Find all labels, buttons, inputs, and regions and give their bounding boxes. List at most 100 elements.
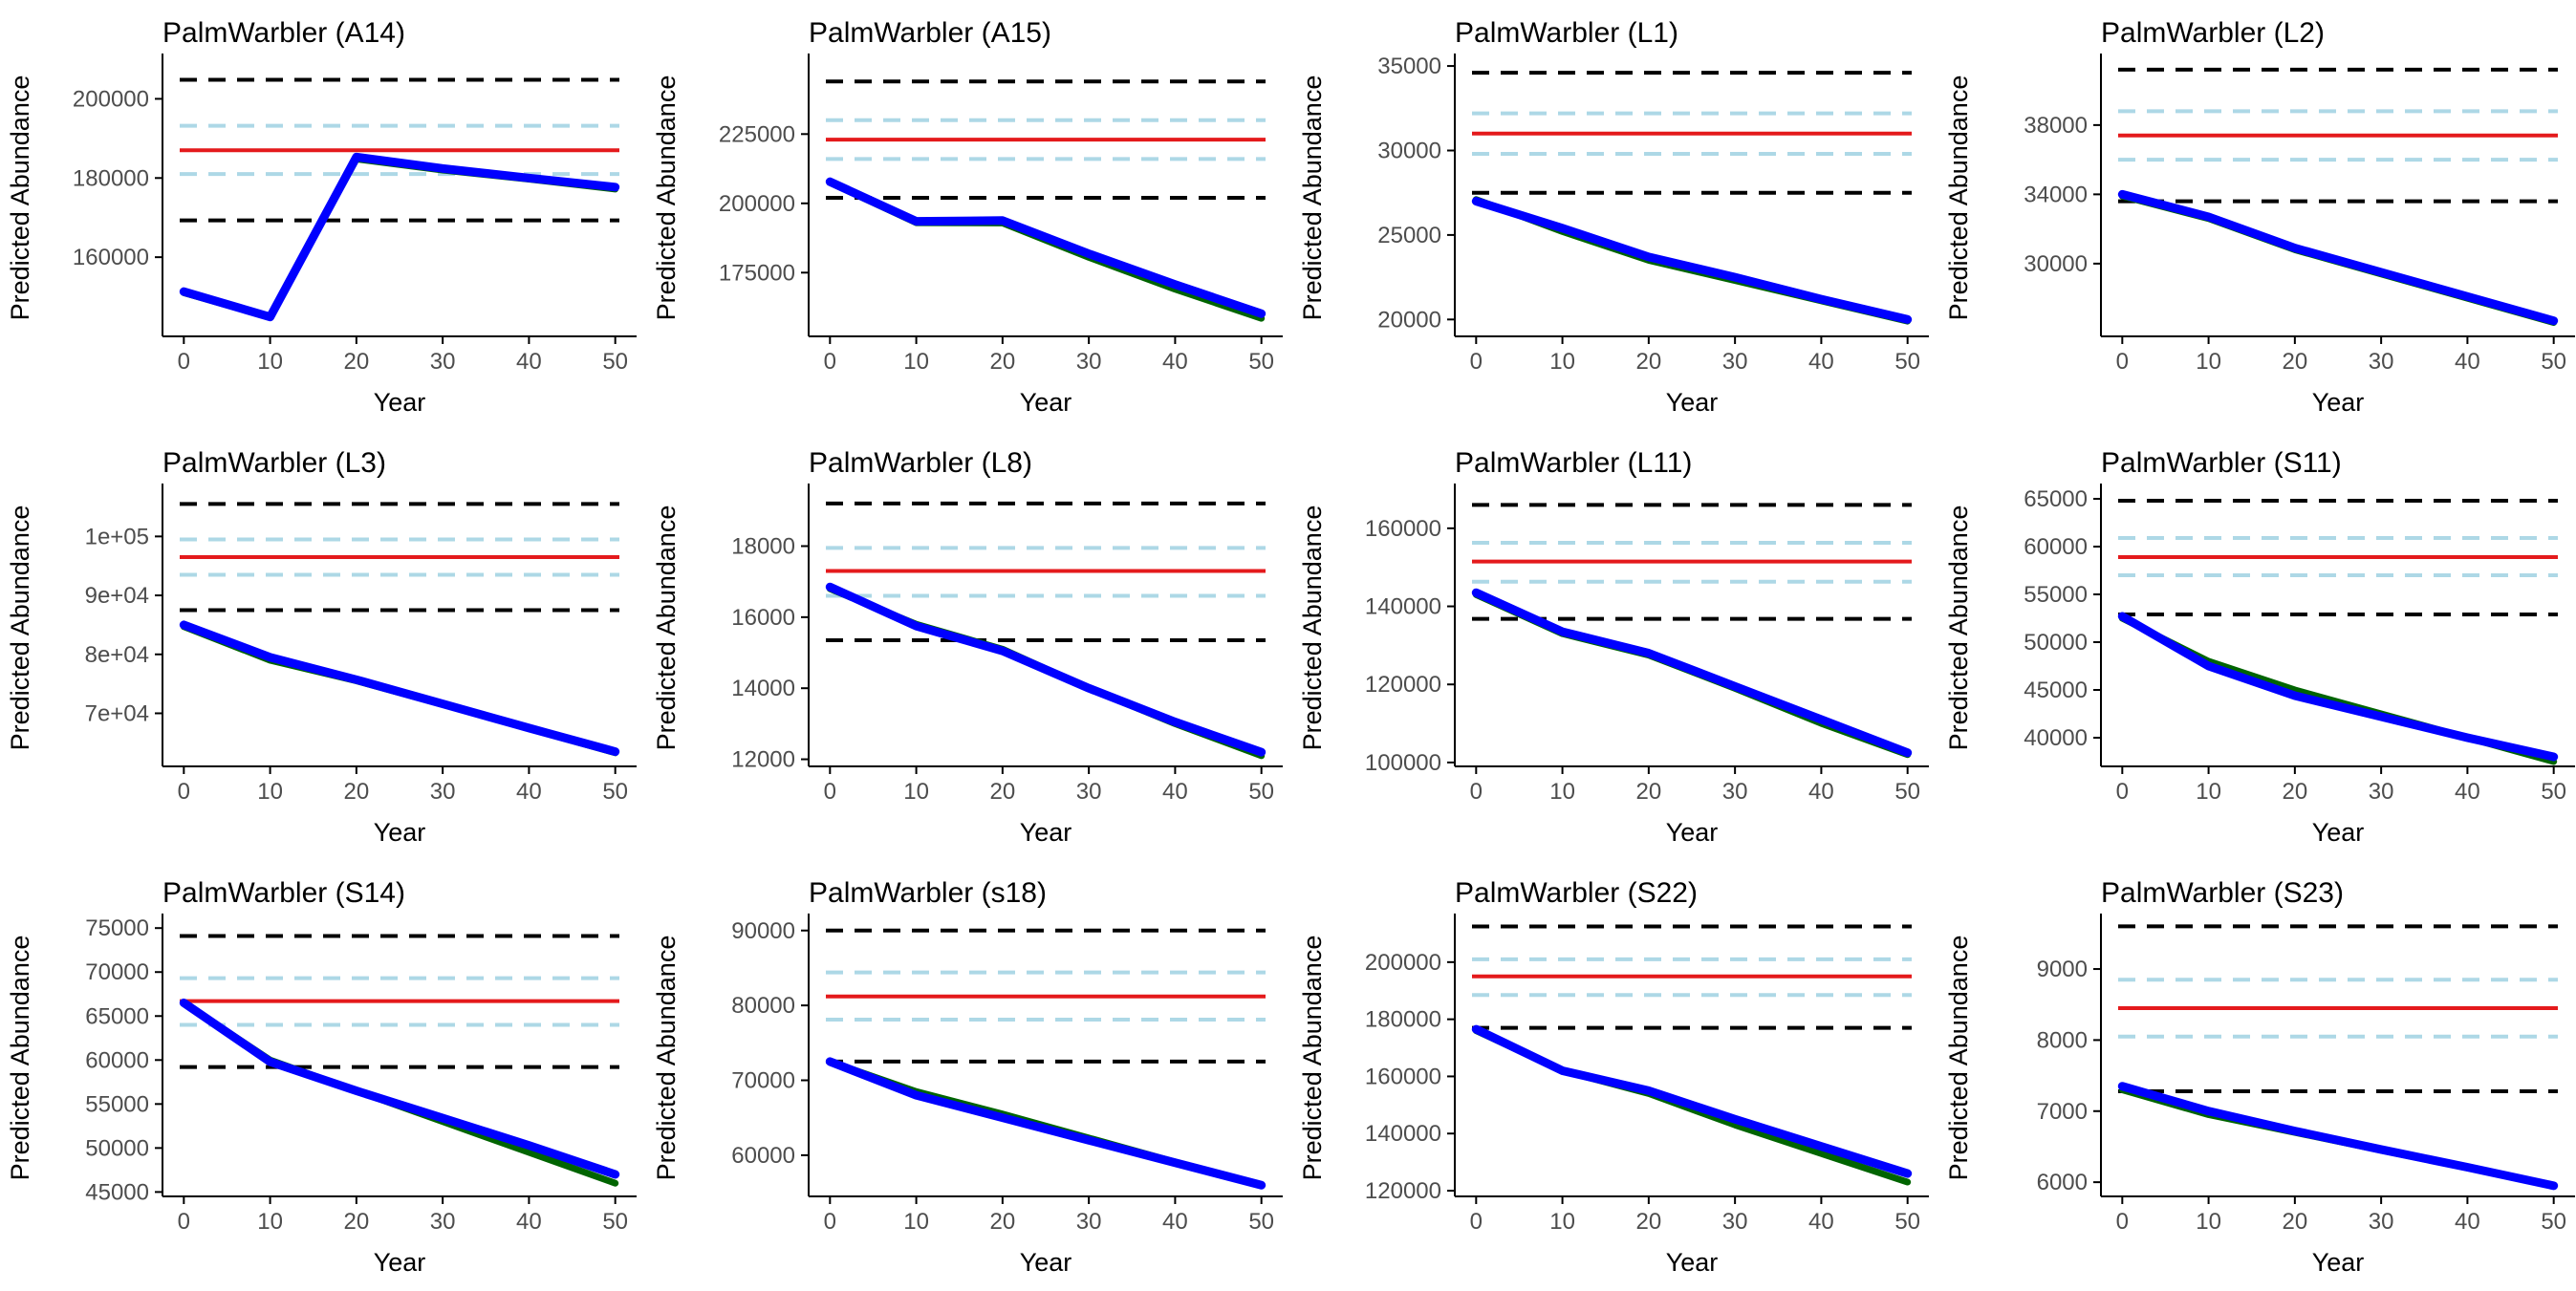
x-tick-label: 30 [430, 779, 456, 805]
y-tick-label: 25000 [1377, 223, 1441, 248]
x-tick-label: 40 [1162, 779, 1188, 805]
x-tick-label: 10 [903, 1209, 929, 1235]
x-tick-label: 20 [1636, 779, 1662, 805]
panel-1: PalmWarbler (A14) 0 10 20 30 40 50 160000 180000… [6, 17, 637, 417]
y-axis-label: Predicted Abundance [1298, 936, 1327, 1181]
y-tick-label: 160000 [1365, 516, 1441, 542]
panel-10: PalmWarbler (s18) 0 10 20 30 40 50 60000 70000 80… [652, 877, 1283, 1277]
y-tick-label: 225000 [719, 121, 795, 147]
x-axis-label: Year [1020, 388, 1072, 417]
y-tick-label: 7000 [2037, 1099, 2088, 1125]
x-tick-label: 40 [2455, 779, 2480, 805]
x-tick-label: 30 [430, 349, 456, 375]
y-tick-label: 160000 [73, 245, 149, 270]
x-tick-label: 10 [2196, 1209, 2221, 1235]
series-blue-line [1471, 1024, 1913, 1178]
x-tick-label: 0 [1470, 779, 1483, 805]
x-tick-label: 40 [1808, 349, 1834, 375]
x-tick-label: 0 [2116, 779, 2129, 805]
y-tick-label: 34000 [2024, 182, 2088, 207]
x-tick-label: 0 [824, 779, 836, 805]
y-tick-label: 140000 [1365, 1121, 1441, 1147]
x-tick-label: 10 [903, 779, 929, 805]
y-tick-label: 38000 [2024, 113, 2088, 139]
x-tick-label: 20 [990, 779, 1016, 805]
y-tick-label: 14000 [731, 676, 795, 701]
x-tick-label: 50 [1894, 779, 1920, 805]
x-axis-label: Year [1020, 1248, 1072, 1277]
x-tick-label: 40 [516, 349, 542, 375]
y-axis-label: Predicted Abundance [652, 75, 681, 321]
x-tick-label: 10 [2196, 779, 2221, 805]
y-tick-label: 180000 [73, 165, 149, 191]
x-tick-label: 0 [824, 1209, 836, 1235]
x-tick-label: 40 [1162, 1209, 1188, 1235]
x-tick-label: 10 [257, 1209, 283, 1235]
panel-2: PalmWarbler (A15) 0 10 20 30 40 50 175000 200000… [652, 17, 1283, 417]
series-blue-line [2117, 612, 2559, 762]
series-blue-line [1471, 197, 1913, 324]
x-tick-label: 10 [257, 779, 283, 805]
panel-5: PalmWarbler (L3) 0 10 20 30 40 50 7e+04 8e+04 9e+… [6, 447, 637, 847]
x-axis-label: Year [1020, 818, 1072, 847]
panel-6: PalmWarbler (L8) 0 10 20 30 40 50 12000 14000 160… [652, 447, 1283, 847]
y-tick-label: 40000 [2024, 725, 2088, 751]
y-tick-label: 100000 [1365, 750, 1441, 776]
panel-11: PalmWarbler (S22) 0 10 20 30 40 50 120000 140000… [1298, 877, 1929, 1277]
x-axis-label: Year [1666, 818, 1719, 847]
x-tick-label: 10 [903, 349, 929, 375]
x-tick-label: 50 [2541, 1209, 2566, 1235]
y-tick-label: 6000 [2037, 1170, 2088, 1195]
x-tick-label: 40 [516, 779, 542, 805]
y-tick-label: 90000 [731, 918, 795, 944]
panel-title: PalmWarbler (S11) [2101, 447, 2342, 479]
x-tick-label: 30 [2369, 349, 2394, 375]
series-blue-line [1471, 588, 1913, 758]
y-tick-label: 180000 [1365, 1007, 1441, 1033]
panel-7: PalmWarbler (L11) 0 10 20 30 40 50 100000 120000… [1298, 447, 1929, 847]
y-tick-label: 45000 [2024, 678, 2088, 703]
x-tick-label: 20 [344, 779, 370, 805]
y-tick-label: 50000 [85, 1135, 149, 1161]
x-tick-label: 50 [1248, 779, 1274, 805]
x-tick-label: 40 [1808, 1209, 1834, 1235]
y-tick-label: 7e+04 [85, 700, 149, 726]
y-tick-label: 55000 [2024, 582, 2088, 608]
y-axis-label: Predicted Abundance [1298, 75, 1327, 321]
x-tick-label: 40 [1162, 349, 1188, 375]
x-tick-label: 50 [2541, 349, 2566, 375]
y-tick-label: 200000 [719, 191, 795, 217]
y-axis-label: Predicted Abundance [652, 936, 681, 1181]
y-axis-label: Predicted Abundance [1944, 75, 1973, 321]
y-axis-label: Predicted Abundance [6, 506, 34, 751]
x-tick-label: 40 [1808, 779, 1834, 805]
y-tick-label: 20000 [1377, 307, 1441, 333]
x-tick-label: 30 [2369, 779, 2394, 805]
y-tick-label: 120000 [1365, 672, 1441, 698]
x-tick-label: 30 [1722, 349, 1748, 375]
y-tick-label: 16000 [731, 605, 795, 631]
y-axis-label: Predicted Abundance [1298, 506, 1327, 751]
y-tick-label: 8000 [2037, 1027, 2088, 1053]
x-tick-label: 0 [1470, 349, 1483, 375]
panel-title: PalmWarbler (L3) [162, 447, 386, 479]
series-blue-line [179, 152, 620, 322]
panel-9: PalmWarbler (S14) 0 10 20 30 40 50 45000 50000 55… [6, 877, 637, 1277]
x-tick-label: 0 [178, 1209, 190, 1235]
x-tick-label: 30 [2369, 1209, 2394, 1235]
series-blue-line [179, 620, 620, 757]
x-tick-label: 20 [344, 1209, 370, 1235]
x-tick-label: 20 [1636, 349, 1662, 375]
panel-8: PalmWarbler (S11) 0 10 20 30 40 50 40000 45000 50… [1944, 447, 2575, 847]
series-blue-line [2117, 189, 2559, 326]
x-tick-label: 50 [1894, 349, 1920, 375]
x-tick-label: 40 [2455, 349, 2480, 375]
x-tick-label: 50 [1248, 349, 1274, 375]
y-tick-label: 1e+05 [85, 524, 149, 549]
y-tick-label: 60000 [731, 1143, 795, 1169]
y-tick-label: 55000 [85, 1091, 149, 1117]
x-tick-label: 10 [257, 349, 283, 375]
y-tick-label: 70000 [731, 1068, 795, 1094]
y-axis-label: Predicted Abundance [652, 506, 681, 751]
